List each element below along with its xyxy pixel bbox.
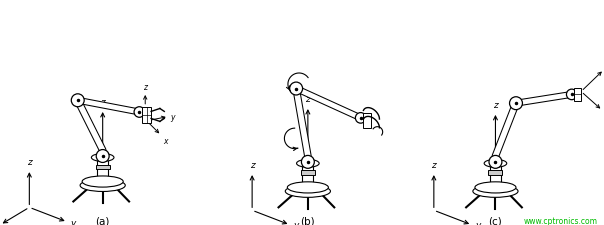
- FancyBboxPatch shape: [95, 165, 110, 170]
- Text: (b): (b): [301, 216, 315, 225]
- Text: z: z: [431, 160, 436, 169]
- FancyBboxPatch shape: [490, 164, 501, 190]
- Ellipse shape: [473, 185, 518, 198]
- FancyBboxPatch shape: [302, 164, 313, 190]
- Text: y: y: [71, 218, 76, 225]
- Ellipse shape: [297, 160, 319, 167]
- Circle shape: [290, 83, 303, 96]
- Text: z: z: [306, 95, 310, 104]
- Text: (c): (c): [489, 216, 503, 225]
- Text: www.cptronics.com: www.cptronics.com: [524, 216, 598, 225]
- Circle shape: [301, 156, 314, 169]
- Text: z: z: [249, 160, 254, 169]
- Text: y: y: [475, 220, 480, 225]
- FancyBboxPatch shape: [489, 171, 503, 176]
- FancyBboxPatch shape: [574, 89, 581, 101]
- Circle shape: [567, 90, 577, 100]
- FancyBboxPatch shape: [97, 158, 108, 184]
- Circle shape: [71, 94, 84, 107]
- Ellipse shape: [475, 182, 516, 193]
- Text: z: z: [27, 158, 32, 166]
- FancyBboxPatch shape: [301, 171, 315, 176]
- Ellipse shape: [288, 182, 329, 193]
- Text: z: z: [493, 101, 498, 110]
- FancyBboxPatch shape: [363, 113, 371, 128]
- Text: x: x: [163, 137, 167, 146]
- Ellipse shape: [484, 160, 507, 167]
- Text: y: y: [170, 112, 175, 121]
- Ellipse shape: [80, 179, 125, 192]
- Ellipse shape: [285, 185, 330, 198]
- Text: (a): (a): [95, 216, 110, 225]
- Circle shape: [96, 150, 109, 163]
- Circle shape: [134, 107, 144, 118]
- Text: y: y: [293, 220, 298, 225]
- FancyBboxPatch shape: [143, 107, 151, 124]
- Ellipse shape: [91, 154, 114, 162]
- Ellipse shape: [82, 176, 123, 187]
- Circle shape: [510, 97, 522, 110]
- Circle shape: [489, 156, 502, 169]
- Text: z: z: [143, 82, 147, 91]
- Text: z: z: [100, 98, 105, 107]
- Circle shape: [355, 113, 366, 124]
